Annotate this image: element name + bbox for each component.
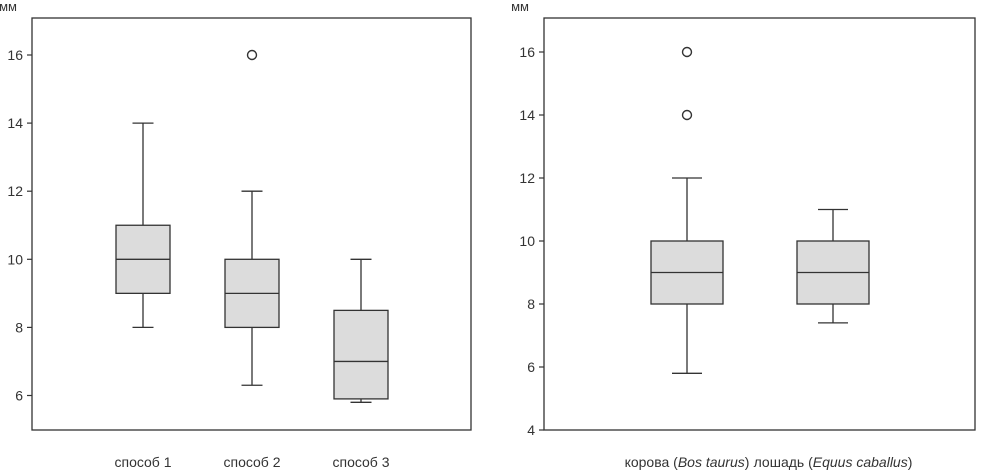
left-box-1 [115,122,171,329]
right-y-tick-label: 4 [527,422,535,438]
right-y-tick-label: 14 [519,107,535,123]
outlier-point [681,46,693,58]
left-plot-frame [31,17,472,431]
left-y-tick-label: 6 [15,388,23,404]
category-label-text: лошадь ( [754,454,813,470]
right-category-label: лошадь (Equus caballus) [754,454,913,470]
left-y-tick-label: 12 [7,183,23,199]
right-category-label: корова (Bos taurus) [625,454,750,470]
category-label-text: корова ( [625,454,679,470]
category-label-species: Bos taurus [678,454,745,470]
left-box-2 [224,49,280,386]
left-category-label: способ 1 [114,454,171,470]
left-boxplot-panel: мм 6 8 10 12 14 16 способ 1 способ 2 способ 3 [0,0,472,470]
right-y-tick-label: 10 [519,233,535,249]
category-label-text: ) [745,454,750,470]
right-y-unit-label: мм [511,0,529,14]
right-box-1 [650,46,724,374]
left-box-3 [333,258,389,403]
right-y-tick-label: 12 [519,170,535,186]
right-y-tick-label: 8 [527,296,535,312]
left-y-tick-label: 10 [7,251,23,267]
category-label-species: Equus caballus [813,454,908,470]
left-y-tick-label: 8 [15,319,23,335]
outlier-point [681,109,693,121]
right-y-tick-label: 6 [527,359,535,375]
left-y-tick-label: 16 [7,47,23,63]
left-category-label: способ 3 [332,454,389,470]
outlier-point [246,49,258,61]
left-y-unit-label: мм [0,0,17,14]
category-label-text: ) [908,454,913,470]
iqr-box [333,309,389,400]
left-y-tick-label: 14 [7,115,23,131]
right-box-2 [796,208,870,324]
left-category-label: способ 2 [223,454,280,470]
right-plot-frame [543,17,976,431]
right-y-tick-label: 16 [519,44,535,60]
